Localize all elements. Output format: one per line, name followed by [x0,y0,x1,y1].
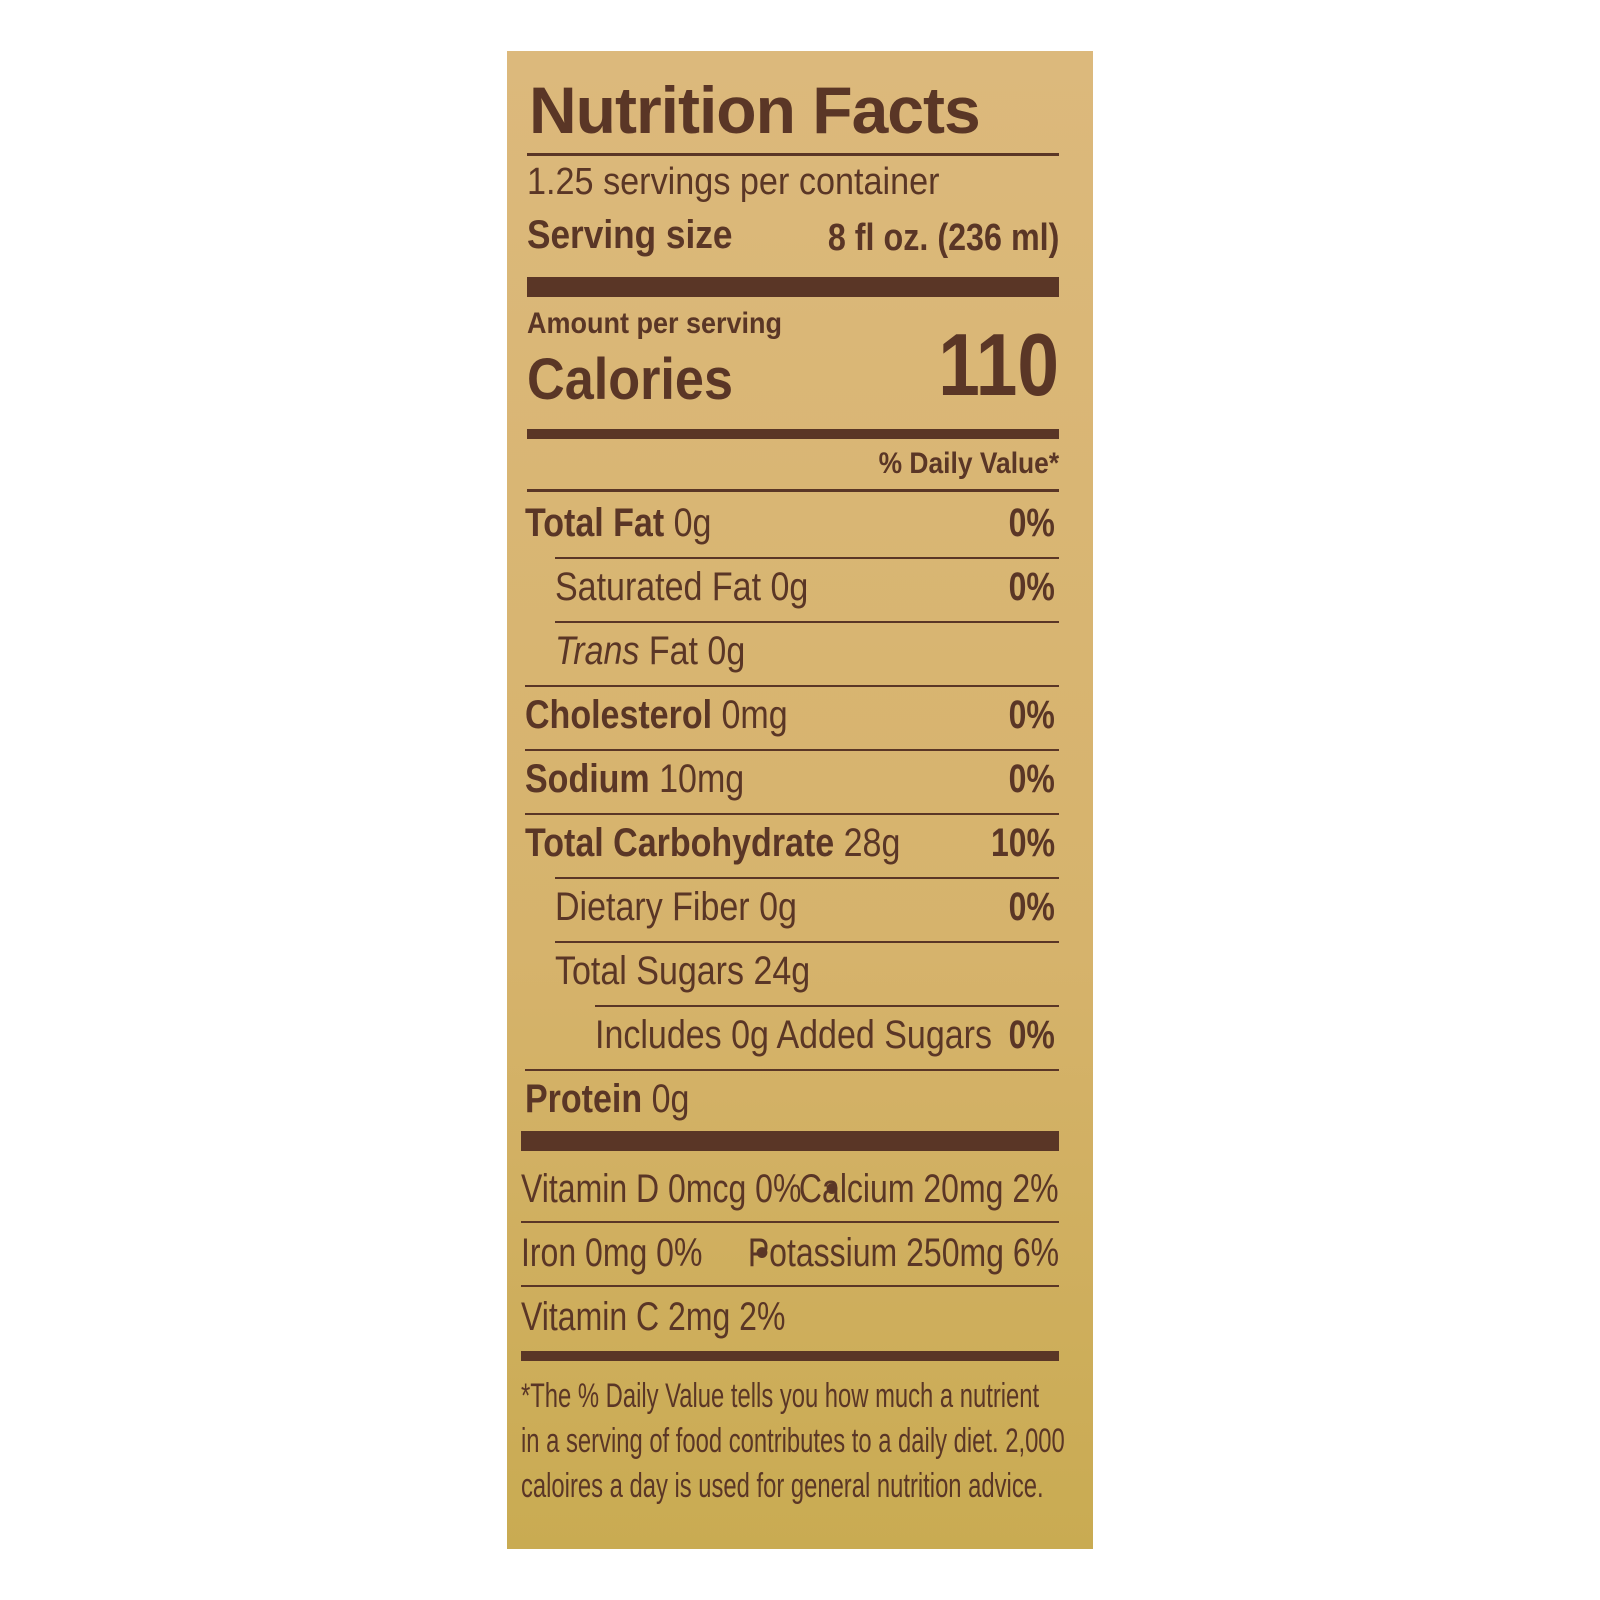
daily-value: 0% [1008,1013,1055,1057]
nutrition-label: Nutrition Facts 1.25 servings per contai… [507,51,1093,1549]
nutrient-name: Total Fat [525,501,665,545]
nutrient-name: Includes 0g Added Sugars [595,1013,992,1057]
calories-value: 110 [938,315,1059,414]
nutrient-amount: 0g [673,501,712,545]
thick-rule [527,277,1059,297]
nutrient-name: Cholesterol [525,693,713,737]
separator: • [755,1231,770,1275]
nutrient-name: Total Sugars [555,949,744,993]
rule [527,153,1059,156]
nutrient-amount: 0g [770,565,809,609]
daily-value: 0% [1008,693,1055,737]
rule [521,1221,1059,1223]
rule [525,1069,1059,1071]
nutrient-name: Fat [648,629,698,673]
nutrient-row: Protein 0g [525,1079,689,1119]
nutrient-row: Dietary Fiber 0g [555,887,797,927]
nutrient-row: Total Carbohydrate 28g [525,823,900,863]
vitamin: Iron 0mg 0% [521,1231,703,1275]
medium-rule [527,429,1059,439]
daily-value: 10% [990,821,1055,865]
footnote-line: *The % Daily Value tells you how much a … [521,1377,1040,1415]
rule [555,621,1059,623]
nutrient-name: Dietary Fiber [555,885,750,929]
daily-value: 0% [1008,885,1055,929]
nutrient-amount: 24g [753,949,811,993]
rule [555,941,1059,943]
nutrient-amount: 0mg [721,693,788,737]
nutrient-row: Trans Fat 0g [555,631,745,671]
nutrient-row: Total Fat 0g [525,503,711,543]
nutrient-row: Includes 0g Added Sugars [595,1015,992,1055]
nutrient-row: Saturated Fat 0g [555,567,808,607]
nutrient-amount: 0g [759,885,797,929]
rule [595,1005,1059,1007]
nutrient-amount: 0g [707,629,746,673]
nutrient-name: Total Carbohydrate [525,821,835,865]
nutrient-name: Saturated Fat [555,565,762,609]
nutrient-name: Sodium [525,757,650,801]
serving-size-value: 8 fl oz. (236 ml) [827,217,1059,259]
vitamin: Vitamin D 0mcg 0% [521,1167,802,1211]
calories-label: Calories [527,347,734,412]
daily-value: 0% [1008,565,1055,609]
medium-rule [521,1351,1059,1361]
footnote-line: in a serving of food contributes to a da… [521,1422,1065,1460]
nutrient-amount: 10mg [659,757,745,801]
nutrient-amount: 0g [651,1077,690,1121]
nutrient-row: Cholesterol 0mg [525,695,788,735]
rule [527,489,1059,492]
title: Nutrition Facts [529,73,981,147]
amount-per-serving: Amount per serving [527,307,783,340]
thick-rule [521,1131,1059,1151]
rule [555,877,1059,879]
nutrient-row: Total Sugars 24g [555,951,810,991]
rule [521,1285,1059,1287]
servings: 1.25 servings per container [527,161,940,203]
daily-value-header: % Daily Value* [878,447,1059,480]
rule [525,813,1059,815]
rule [555,557,1059,559]
rule [525,685,1059,687]
nutrient-name: Protein [525,1077,643,1121]
vitamin: Calcium 20mg 2% [799,1167,1059,1211]
separator: • [825,1167,840,1211]
nutrient-emphasis: Trans [555,629,640,673]
footnote-line: caloires a day is used for general nutri… [521,1467,1044,1505]
nutrient-amount: 28g [843,821,901,865]
vitamin: Potassium 250mg 6% [747,1231,1059,1275]
rule [525,749,1059,751]
daily-value: 0% [1008,501,1055,545]
serving-size-label: Serving size [527,213,733,257]
vitamin: Vitamin C 2mg 2% [521,1295,786,1339]
daily-value: 0% [1008,757,1055,801]
nutrient-row: Sodium 10mg [525,759,744,799]
